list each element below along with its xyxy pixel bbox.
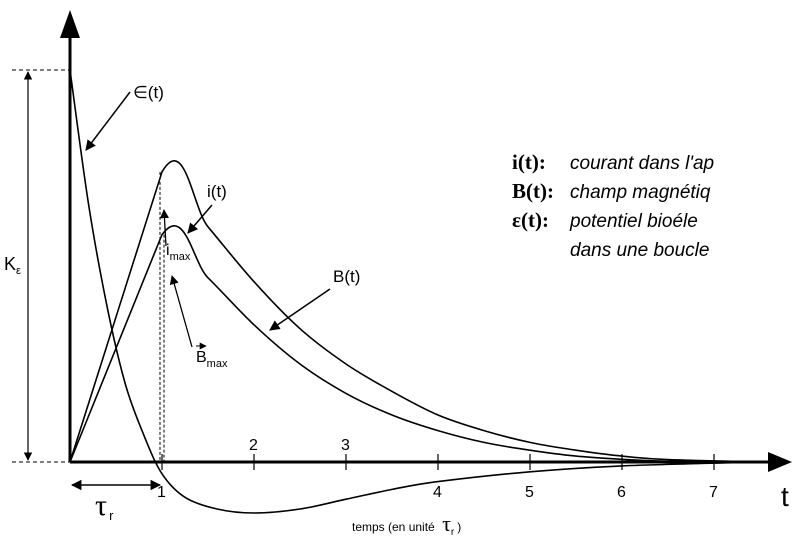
callout-i	[187, 204, 213, 234]
x-tick-label-6: 6	[617, 484, 626, 501]
legend-desc-1: champ magnétiq	[570, 182, 711, 203]
series-B-line	[69, 225, 761, 463]
x-axis-symbol: t	[781, 481, 789, 512]
x-axis-arrow	[768, 452, 792, 472]
legend: i(t): courant dans l'ap B(t): champ magnéti…	[512, 150, 714, 261]
reference-lines: Kε	[4, 69, 165, 463]
annotations: ∈(t) i(t) B(t) imax Bmax τ r	[70, 83, 360, 523]
series-i-label: i(t)	[207, 182, 227, 201]
legend-desc-3: dans une boucle	[570, 240, 709, 261]
series-eps-line	[69, 69, 761, 514]
B_max-label: Bmax	[196, 349, 228, 370]
series-B-label: B(t)	[333, 267, 360, 286]
legend-desc-2: potentiel bioéle	[569, 211, 698, 232]
legend-key-2: ε(t):	[512, 208, 549, 232]
x-tick-label-3: 3	[341, 437, 350, 454]
x-tick-label-2: 2	[249, 437, 258, 454]
x-axis-label-tau: τ	[442, 511, 451, 536]
i_max-label: imax	[166, 242, 191, 263]
k-epsilon-label: Kε	[4, 254, 21, 277]
series-lines	[69, 69, 761, 514]
callout-eps	[85, 91, 131, 151]
x-tick-label-4: 4	[433, 484, 442, 501]
x-ticks: 1 2 3 4 5 6 7	[157, 437, 718, 501]
x-tick-label-1: 1	[157, 484, 166, 501]
legend-key-1: B(t):	[512, 179, 554, 203]
axes: t	[60, 10, 792, 512]
x-axis-label: temps (en unité τr)	[352, 511, 461, 538]
legend-desc-0: courant dans l'ap	[570, 153, 714, 174]
callout-B	[269, 288, 331, 331]
legend-key-0: i(t):	[512, 150, 546, 174]
x-tick-label-5: 5	[525, 484, 534, 501]
series-i-line	[69, 160, 761, 463]
y-axis-arrow	[60, 10, 80, 38]
x-tick-label-7: 7	[709, 484, 718, 501]
series-eps-label: ∈(t)	[133, 83, 164, 102]
x-axis-label-close: )	[457, 520, 461, 534]
B_max-arrow	[169, 275, 193, 348]
i_max-arrow	[159, 209, 169, 247]
x-axis-label-tau-sub: r	[451, 527, 455, 538]
